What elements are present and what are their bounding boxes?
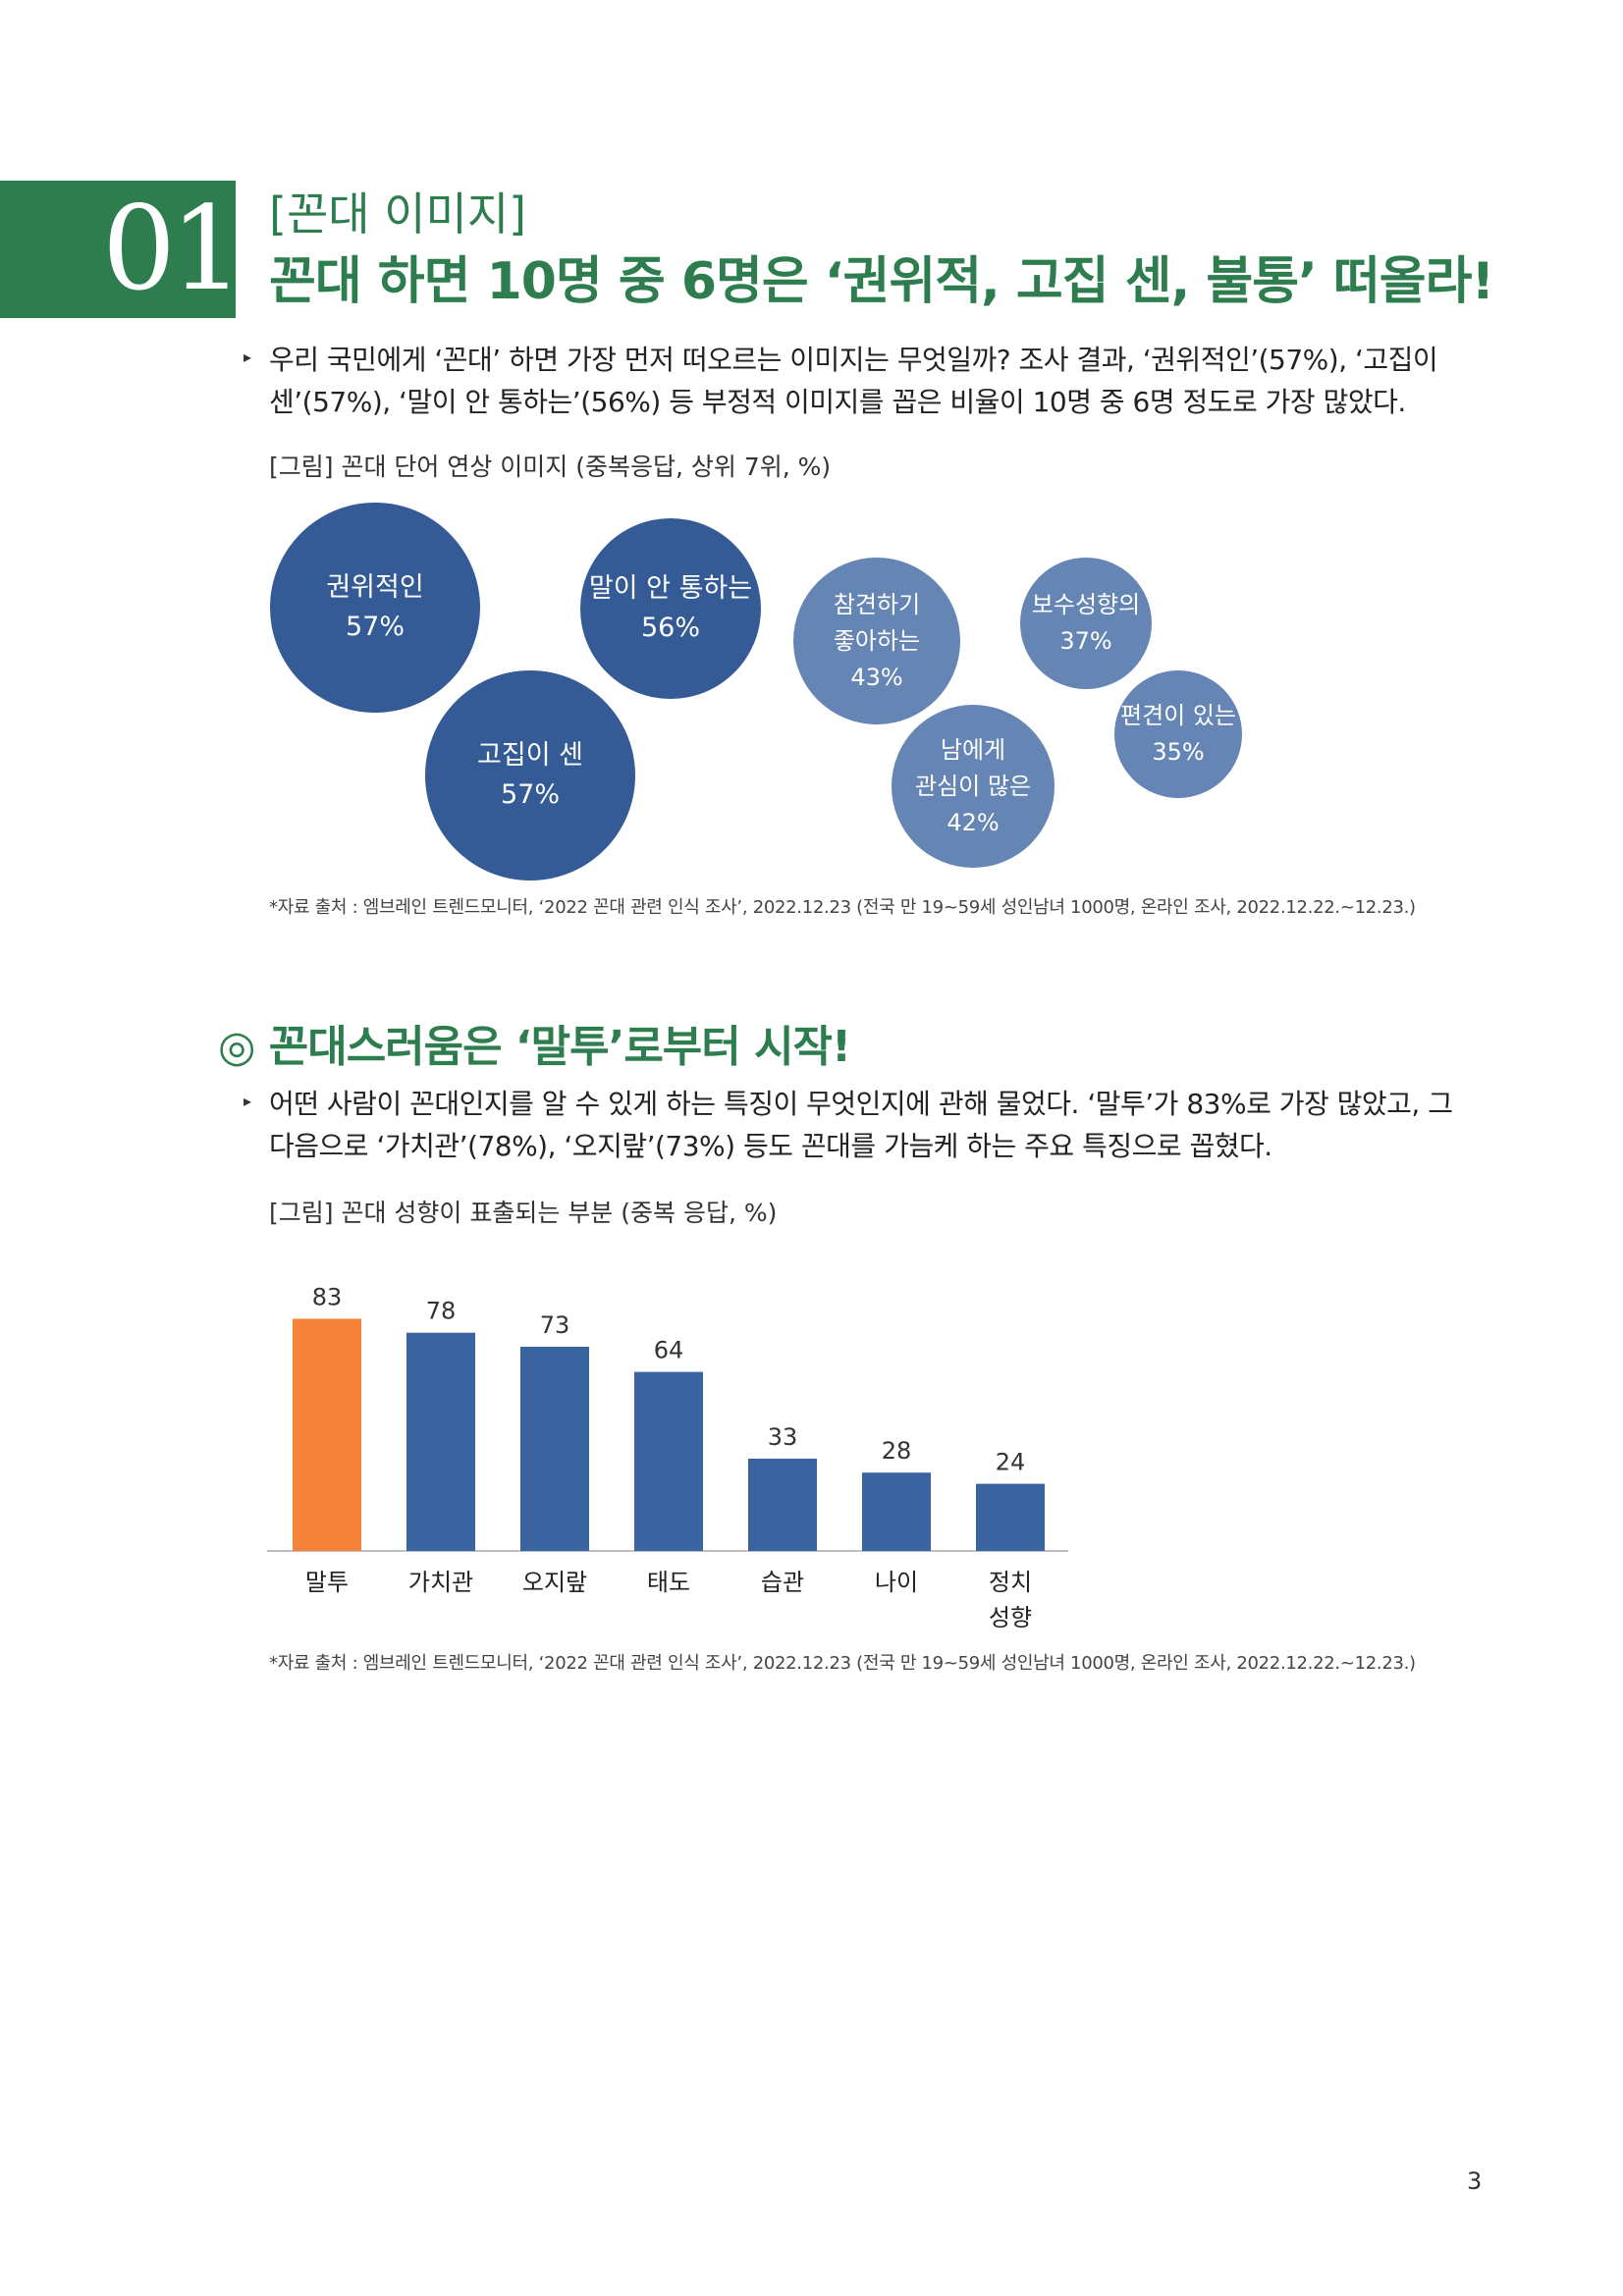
bubble-value: 35% — [1152, 738, 1205, 766]
category-label: 나이 — [875, 1569, 918, 1596]
bullet-marker: ▸ — [243, 1092, 252, 1110]
bubble-interested-in-others: 남에게 관심이 많은 42% — [892, 705, 1055, 868]
bar — [748, 1458, 817, 1551]
section-2-heading: ◎ 꼰대스러움은 ‘말투’로부터 시작! — [218, 1011, 851, 1074]
bubble-label: 관심이 많은 — [914, 772, 1032, 800]
figure-1-source: *자료 출처 : 엠브레인 트렌드모니터, ‘2022 꼰대 관련 인식 조사’… — [269, 897, 1416, 918]
bullet-marker: ▸ — [243, 347, 252, 366]
bubble-value: 42% — [947, 808, 1000, 836]
category-label: 가치관 — [408, 1569, 473, 1596]
bubble-authoritative: 권위적인 57% — [270, 503, 480, 713]
bubble-uncommunicative: 말이 안 통하는 56% — [580, 518, 761, 699]
category-label: 성향 — [989, 1604, 1032, 1631]
paragraph-2: 어떤 사람이 꼰대인지를 알 수 있게 하는 특징이 무엇인지에 관해 물었다.… — [269, 1083, 1496, 1167]
bubble-stubborn: 고집이 센 57% — [425, 670, 635, 881]
bubble-label: 말이 안 통하는 — [588, 573, 753, 604]
section-subtitle: [꼰대 이미지] — [269, 187, 527, 240]
bar-value-label: 33 — [768, 1423, 798, 1451]
bubble-label: 권위적인 — [326, 572, 424, 603]
figure-2-caption: [그림] 꼰대 성향이 표출되는 부분 (중복 응답, %) — [269, 1199, 778, 1227]
bar — [406, 1332, 475, 1551]
section-2-title: 꼰대스러움은 ‘말투’로부터 시작! — [268, 1022, 851, 1072]
category-label: 태도 — [647, 1569, 690, 1596]
bar — [976, 1483, 1045, 1551]
bubble-label: 고집이 센 — [477, 740, 583, 771]
bar — [634, 1371, 703, 1551]
category-label: 말투 — [305, 1569, 349, 1596]
bubble-value: 37% — [1059, 627, 1112, 655]
bubble-label: 참견하기 — [833, 590, 921, 618]
category-label: 오지랖 — [522, 1569, 587, 1596]
bubble-label: 편견이 있는 — [1119, 702, 1237, 729]
paragraph-1: 우리 국민에게 ‘꼰대’ 하면 가장 먼저 떠오르는 이미지는 무엇일까? 조사… — [269, 339, 1496, 423]
bubble-value: 43% — [850, 663, 903, 691]
figure-2-source: *자료 출처 : 엠브레인 트렌드모니터, ‘2022 꼰대 관련 인식 조사’… — [269, 1653, 1416, 1674]
bubble-label: 좋아하는 — [833, 626, 921, 655]
bar-value-label: 28 — [882, 1437, 912, 1465]
circle-marker-icon: ◎ — [218, 1022, 255, 1072]
bubble-value: 57% — [345, 612, 405, 642]
bar-value-label: 64 — [654, 1337, 684, 1364]
section-number-block — [0, 181, 236, 318]
page-title: 꼰대 하면 10명 중 6명은 ‘권위적, 고집 센, 불통’ 떠올라! — [269, 252, 1494, 311]
figure-1-caption: [그림] 꼰대 단어 연상 이미지 (중복응답, 상위 7위, %) — [269, 453, 832, 481]
bubble-conservative: 보수성향의 37% — [1020, 558, 1152, 689]
bar — [862, 1472, 931, 1551]
bar — [293, 1318, 361, 1551]
bubble-label: 남에게 — [940, 735, 1006, 764]
bar — [520, 1346, 589, 1551]
paragraph-2-line-2: 다음으로 ‘가치관’(78%), ‘오지랖’(73%) 등도 꼰대를 가늠케 하… — [269, 1130, 1272, 1162]
page-number: 3 — [1467, 2167, 1483, 2195]
paragraph-2-line-1: 어떤 사람이 꼰대인지를 알 수 있게 하는 특징이 무엇인지에 관해 물었다.… — [269, 1088, 1453, 1120]
bubble-value: 56% — [640, 613, 700, 643]
bubble-value: 57% — [500, 779, 560, 810]
bar-value-label: 73 — [540, 1311, 570, 1339]
bar-value-label: 78 — [426, 1298, 457, 1325]
bubble-prejudiced: 편견이 있는 35% — [1114, 670, 1242, 798]
bar-value-label: 24 — [996, 1449, 1026, 1476]
category-label: 습관 — [761, 1569, 804, 1596]
category-label: 정치 — [989, 1569, 1032, 1596]
section-number: 01 — [102, 181, 243, 316]
bubble-meddling: 참견하기 좋아하는 43% — [793, 558, 960, 724]
bubble-label: 보수성향의 — [1031, 591, 1141, 618]
bar-value-label: 83 — [312, 1283, 343, 1310]
paragraph-1-line-1: 우리 국민에게 ‘꼰대’ 하면 가장 먼저 떠오르는 이미지는 무엇일까? 조사… — [269, 344, 1438, 376]
paragraph-1-line-2: 센’(57%), ‘말이 안 통하는’(56%) 등 부정적 이미지를 꼽은 비… — [269, 386, 1406, 418]
